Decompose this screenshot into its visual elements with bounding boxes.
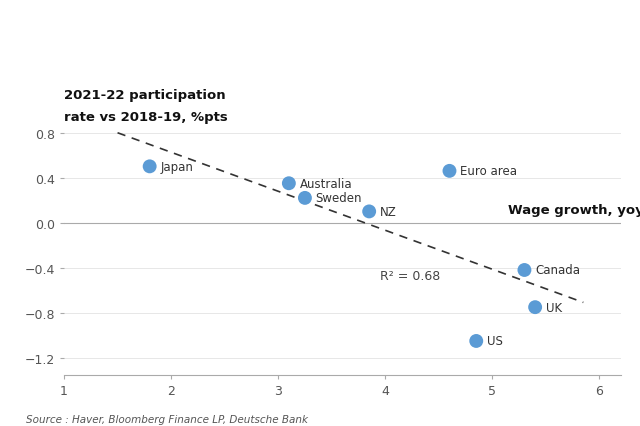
- Text: R² = 0.68: R² = 0.68: [380, 269, 440, 282]
- Text: US: US: [487, 335, 503, 348]
- Point: [145, 164, 155, 170]
- Point: [530, 304, 540, 311]
- Text: Japan: Japan: [161, 161, 193, 173]
- Point: [471, 338, 481, 345]
- Point: [364, 208, 374, 215]
- Text: Canada: Canada: [535, 264, 580, 277]
- Text: 2021-22 participation: 2021-22 participation: [64, 89, 226, 101]
- Text: Source : Haver, Bloomberg Finance LP, Deutsche Bank: Source : Haver, Bloomberg Finance LP, De…: [26, 414, 308, 424]
- Point: [519, 267, 529, 274]
- Text: UK: UK: [546, 301, 562, 314]
- Text: Euro area: Euro area: [460, 165, 517, 178]
- Text: Sweden: Sweden: [316, 192, 362, 205]
- Point: [284, 180, 294, 187]
- Point: [444, 168, 454, 175]
- Text: NZ: NZ: [380, 205, 397, 219]
- Text: Wage growth, yoy%: Wage growth, yoy%: [508, 203, 640, 216]
- Text: rate vs 2018-19, %pts: rate vs 2018-19, %pts: [64, 111, 228, 124]
- Point: [300, 195, 310, 202]
- Text: Australia: Australia: [300, 177, 352, 190]
